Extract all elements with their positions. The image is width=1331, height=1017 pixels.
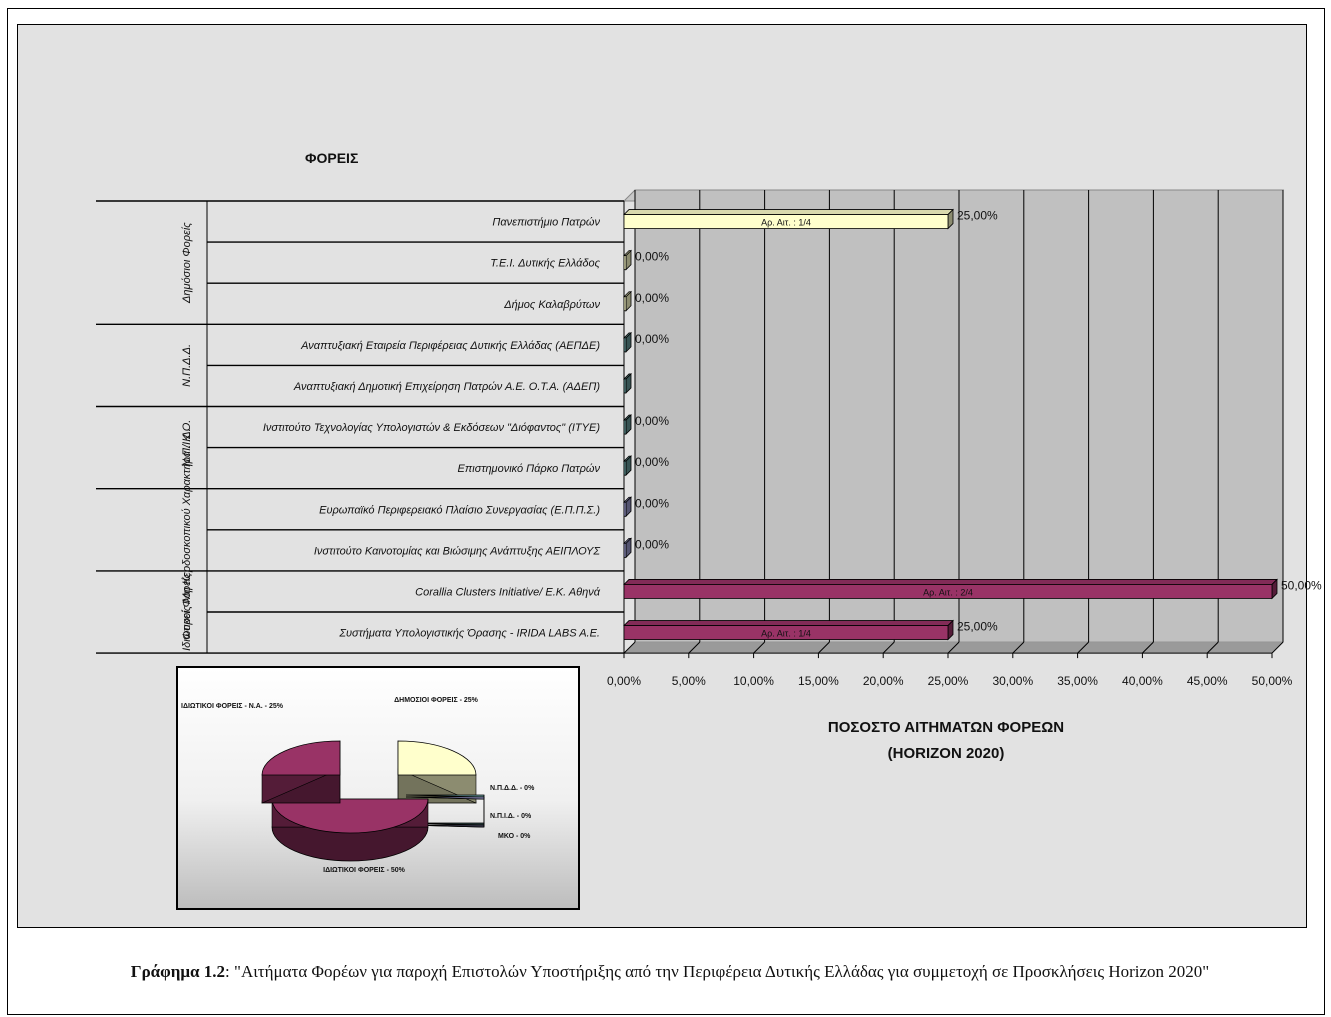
bar-value-label: 0,00% xyxy=(635,496,669,510)
group-label: Φορείς Μη Κερδοσκοπικού Χαρακτήρα / Κ.Ο. xyxy=(181,420,193,640)
pie-slice-side xyxy=(271,826,429,862)
category-label: Corallia Clusters Initiative/ Ε.Κ. Αθηνά xyxy=(415,586,601,598)
x-tick-label: 35,00% xyxy=(1057,674,1098,688)
x-tick-label: 40,00% xyxy=(1122,674,1163,688)
group-label: Ν.Π.Ι.Δ. xyxy=(181,428,193,467)
bar-value-label: 0,00% xyxy=(635,537,669,551)
bar-top xyxy=(623,209,954,215)
pie-slice xyxy=(271,798,429,834)
category-label: Ινστιτούτο Τεχνολογίας Υπολογιστών & Εκδ… xyxy=(263,422,600,434)
pie-slice-label: ΜΚΟ - 0% xyxy=(498,833,531,840)
x-gridline-floor xyxy=(1077,641,1089,654)
category-label: Ευρωπαϊκό Περιφερειακό Πλαίσιο Συνεργασί… xyxy=(319,504,600,516)
x-tick-label: 0,00% xyxy=(607,674,641,688)
figure-caption: Γράφημα 1.2: "Αιτήματα Φορέων για παροχή… xyxy=(120,958,1220,986)
pie-chart-box: ΔΗΜΟΣΙΟΙ ΦΟΡΕΙΣ - 25% Ν.Π.Δ.Δ. - 0% Ν.Π.Ι.… xyxy=(176,666,580,910)
x-tick-label: 20,00% xyxy=(863,674,904,688)
category-label: Ινστιτούτο Καινοτομίας και Βιώσιμης Ανάπ… xyxy=(314,545,601,557)
x-gridline-floor xyxy=(1271,641,1284,654)
bar-value-label: 0,00% xyxy=(635,250,669,264)
x-tick-label: 45,00% xyxy=(1187,674,1228,688)
group-label: Δημόσιοι Φορείς xyxy=(181,222,193,304)
bar xyxy=(623,378,627,394)
bar xyxy=(623,419,627,435)
bar-value-label: 0,00% xyxy=(635,332,669,346)
bar xyxy=(623,214,949,229)
category-label: Πανεπιστήμιο Πατρών xyxy=(492,217,600,229)
pie-chart: ΔΗΜΟΣΙΟΙ ΦΟΡΕΙΣ - 25% Ν.Π.Δ.Δ. - 0% Ν.Π.Ι.… xyxy=(181,697,535,874)
x-gridline-floor xyxy=(1206,641,1219,654)
pie-slice xyxy=(261,740,341,776)
category-label: Δήμος Καλαβρύτων xyxy=(503,299,600,311)
x-tick-label: 10,00% xyxy=(733,674,774,688)
chart-title: ΠΟΣΟΣΤΟ ΑΙΤΗΜΑΤΩΝ ΦΟΡΕΩΝ xyxy=(828,719,1064,736)
pie-slice xyxy=(397,740,477,776)
category-label: Επιστημονικό Πάρκο Πατρών xyxy=(458,463,601,475)
pie-slice xyxy=(405,796,485,800)
bar-value-label: 0,00% xyxy=(635,455,669,469)
bar xyxy=(623,255,627,271)
pie-slice-label: Ν.Π.Ι.Δ. - 0% xyxy=(490,813,532,820)
x-tick-label: 30,00% xyxy=(992,674,1033,688)
x-gridline-floor xyxy=(688,641,701,654)
bar xyxy=(623,501,627,517)
category-label: Τ.Ε.Ι. Δυτικής Ελλάδος xyxy=(490,258,600,270)
bar-inner-label: Αρ. Αιτ. : 1/4 xyxy=(761,218,811,228)
category-label: Αναπτυξιακή Δημοτική Επιχείρηση Πατρών Α… xyxy=(293,381,600,393)
group-label: Ν.Π.Δ.Δ. xyxy=(181,344,193,387)
bar-value-label: 0,00% xyxy=(635,414,669,428)
pie-slice-label: ΙΔΙΩΤΙΚΟΙ ΦΟΡΕΙΣ - 50% xyxy=(323,867,406,874)
bar xyxy=(623,460,627,476)
x-gridline-floor xyxy=(882,641,895,654)
x-tick-label: 5,00% xyxy=(672,674,706,688)
pie-slice-label: ΔΗΜΟΣΙΟΙ ΦΟΡΕΙΣ - 25% xyxy=(394,697,479,704)
bar xyxy=(623,337,627,353)
bar-top xyxy=(623,620,954,626)
group-label: Ιδιωτικοί Φορείς xyxy=(181,572,193,650)
category-label: Αναπτυξιακή Εταιρεία Περιφέρειας Δυτικής… xyxy=(300,340,600,352)
chart-subtitle: (HORIZON 2020) xyxy=(888,745,1005,762)
x-gridline-floor xyxy=(623,641,636,654)
bar xyxy=(623,296,627,312)
bar-inner-label: Αρ. Αιτ. : 2/4 xyxy=(923,587,973,597)
bar-value-label: 50,00% xyxy=(1281,578,1322,592)
x-tick-label: 25,00% xyxy=(928,674,969,688)
pie-slice-label: ΙΔΙΩΤΙΚΟΙ ΦΟΡΕΙΣ - Ν.Α. - 25% xyxy=(181,703,284,710)
x-gridline-floor xyxy=(1142,641,1154,654)
bar xyxy=(623,625,949,640)
pie-slice-label: Ν.Π.Δ.Δ. - 0% xyxy=(490,785,535,792)
bar-value-label: 25,00% xyxy=(957,209,998,223)
bar xyxy=(623,542,627,558)
x-gridline-floor xyxy=(947,641,960,654)
bar-top xyxy=(623,579,1278,585)
bar xyxy=(623,584,1273,599)
bar-value-label: 0,00% xyxy=(635,291,669,305)
y-axis-title: ΦΟΡΕΙΣ xyxy=(305,150,358,166)
bar-inner-label: Αρ. Αιτ. : 1/4 xyxy=(761,629,811,639)
x-tick-label: 50,00% xyxy=(1252,674,1293,688)
x-gridline-floor xyxy=(818,641,830,654)
x-tick-label: 15,00% xyxy=(798,674,839,688)
caption-label: Γράφημα 1.2 xyxy=(130,962,226,981)
category-label: Συστήματα Υπολογιστικής Όρασης - IRIDA L… xyxy=(338,628,600,640)
x-gridline-floor xyxy=(753,641,765,654)
bar-value-label: 25,00% xyxy=(957,620,998,634)
x-gridline-floor xyxy=(1012,641,1025,654)
caption-text: : "Αιτήματα Φορέων για παροχή Επιστολών … xyxy=(225,962,1210,981)
